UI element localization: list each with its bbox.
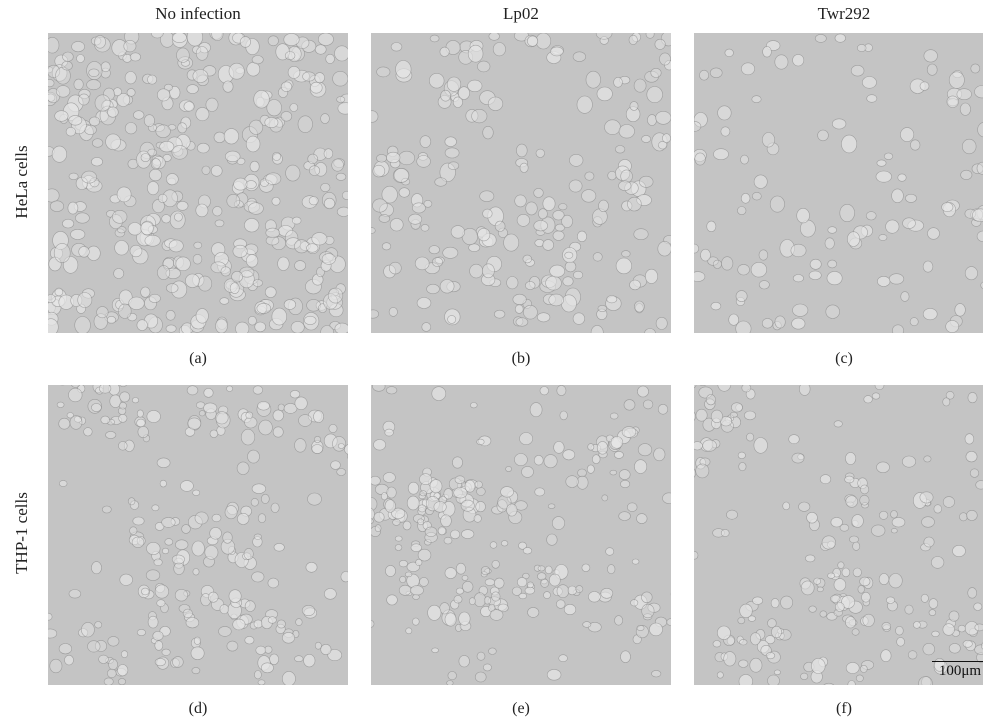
column-title-lp02: Lp02	[503, 4, 539, 23]
panel-f-image	[694, 385, 983, 685]
micrograph-panel-b	[371, 33, 671, 333]
scale-bar: 100μm	[932, 661, 983, 680]
caption-f: (f)	[836, 700, 852, 717]
panel-c-image	[694, 33, 983, 333]
caption-c: (c)	[835, 350, 853, 367]
micrograph-panel-f: 100μm	[694, 385, 983, 685]
micrograph-panel-e	[371, 385, 671, 685]
micrograph-panel-a	[48, 33, 348, 333]
panel-b-image	[371, 33, 671, 333]
caption-b: (b)	[511, 350, 531, 367]
column-title-twr292: Twr292	[817, 4, 871, 23]
row-label-hela: HeLa cells	[12, 145, 31, 219]
caption-d: (d)	[188, 700, 208, 717]
panel-d-image	[48, 385, 348, 685]
micrograph-panel-c	[694, 33, 983, 333]
caption-e: (e)	[512, 700, 530, 717]
panel-a-image	[48, 33, 348, 333]
column-title-no-infection: No infection	[155, 4, 241, 23]
panel-e-image	[371, 385, 671, 685]
caption-a: (a)	[189, 350, 207, 367]
row-label-thp1: THP-1 cells	[12, 492, 31, 574]
micrograph-panel-d	[48, 385, 348, 685]
